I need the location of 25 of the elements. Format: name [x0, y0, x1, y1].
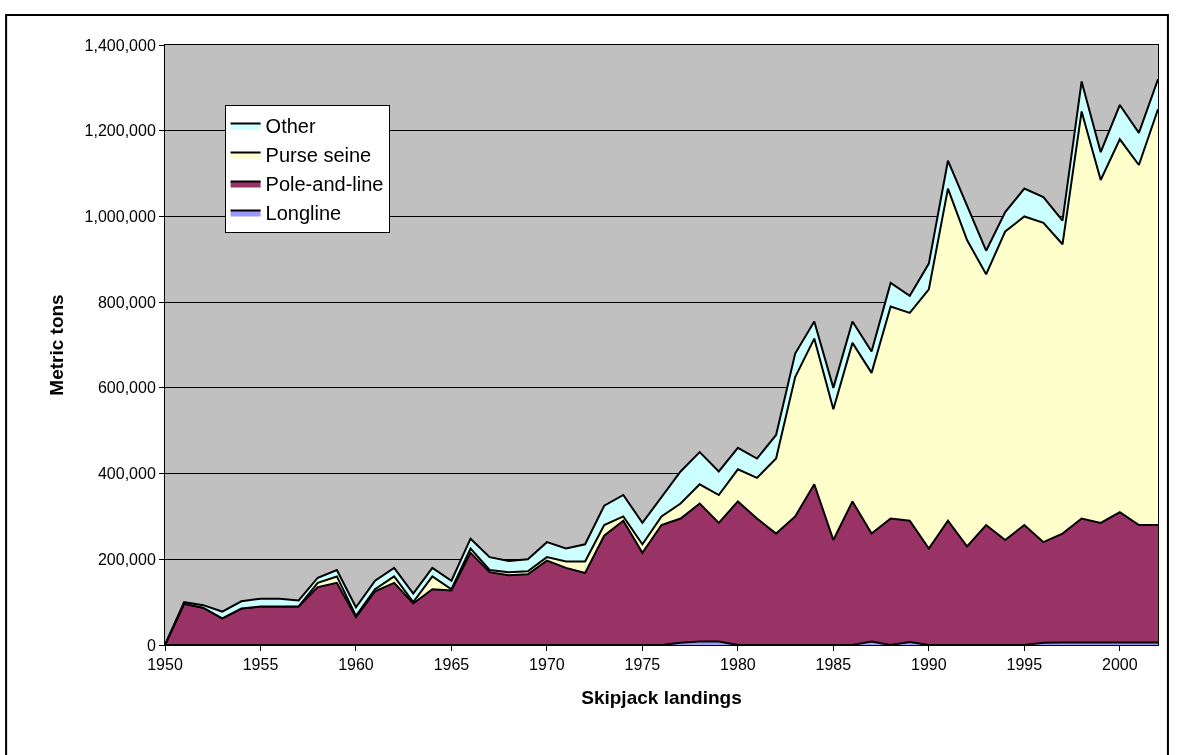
- x-tick-label: 1950: [147, 656, 183, 674]
- y-tick-label: 400,000: [97, 465, 156, 483]
- x-tick-label: 1960: [338, 656, 374, 674]
- legend-label: Pole-and-line: [265, 173, 384, 196]
- legend-label: Purse seine: [265, 144, 372, 167]
- x-tick-label: 1995: [1006, 656, 1043, 674]
- y-tick-label: 200,000: [97, 550, 156, 568]
- x-tick-label: 1970: [529, 656, 565, 674]
- x-tick-label: 2000: [1102, 656, 1138, 674]
- y-tick-label: 1,200,000: [84, 122, 156, 140]
- y-tick-label: 0: [146, 636, 156, 654]
- y-tick-label: 1,400,000: [84, 36, 156, 54]
- y-axis-title: Metric tons: [46, 294, 68, 396]
- x-tick-label: 1975: [624, 656, 661, 674]
- y-tick-label: 800,000: [97, 293, 156, 311]
- x-axis-title: Skipjack landings: [581, 687, 742, 708]
- x-tick-label: 1985: [815, 656, 852, 674]
- x-tick-label: 1965: [433, 656, 470, 674]
- x-tick-label: 1990: [911, 656, 947, 674]
- x-tick-label: 1955: [242, 656, 279, 674]
- legend-label: Longline: [265, 202, 342, 225]
- y-tick-label: 600,000: [97, 379, 156, 397]
- legend-label: Other: [265, 115, 316, 138]
- y-tick-label: 1,000,000: [84, 208, 156, 226]
- x-tick-label: 1980: [720, 656, 756, 674]
